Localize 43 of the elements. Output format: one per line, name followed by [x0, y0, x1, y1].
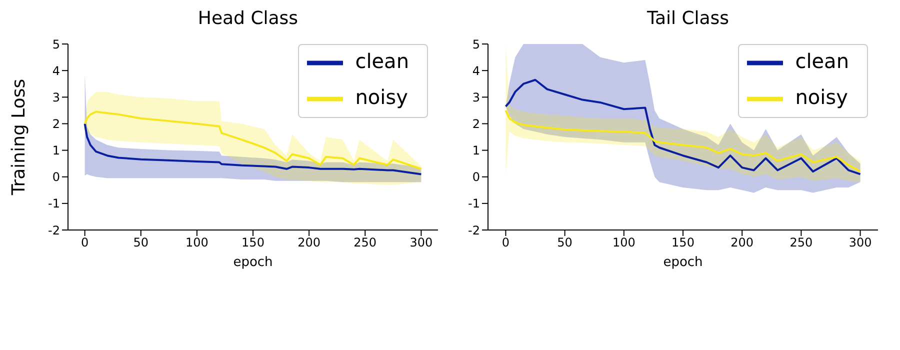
- y-tick-label: 4: [52, 64, 60, 78]
- x-tick-label: 0: [81, 236, 89, 250]
- x-tick-label: 100: [185, 236, 208, 250]
- x-axis-title: epoch: [233, 255, 273, 270]
- x-tick-label: 150: [672, 236, 694, 250]
- line-series: [504, 109, 862, 173]
- x-tick-label: 300: [848, 236, 872, 250]
- x-tick-label: 250: [354, 236, 377, 250]
- y-tick-label: 5: [472, 37, 480, 52]
- x-tick-label: 100: [612, 236, 636, 250]
- y-tick-label: 3: [472, 90, 480, 104]
- y-tick-label: 4: [472, 64, 480, 78]
- x-tick-label: 50: [557, 236, 572, 250]
- x-tick-label: 200: [730, 236, 754, 250]
- y-tick-label: -2: [48, 223, 60, 238]
- line-series: [504, 78, 862, 176]
- line-series: [84, 122, 422, 176]
- y-tick-label: -1: [48, 196, 60, 211]
- y-tick-label: 2: [472, 116, 480, 131]
- x-tick-label: 250: [790, 236, 813, 250]
- legend-label: clean: [795, 49, 849, 74]
- x-tick-label: 200: [298, 236, 321, 250]
- legend-label: clean: [355, 49, 409, 74]
- chart-title: Tail Class: [646, 8, 730, 31]
- y-tick-label: 3: [52, 90, 60, 104]
- x-tick-label: 0: [502, 236, 510, 250]
- y-tick-label: 1: [52, 144, 60, 158]
- y-tick-label: 0: [472, 170, 480, 184]
- chart-title: Head Class: [196, 8, 300, 31]
- y-tick-label: 1: [472, 144, 480, 158]
- y-tick-label: 2: [52, 116, 60, 131]
- y-axis-title: Training Loss: [8, 78, 30, 196]
- legend-label: noisy: [795, 85, 848, 110]
- x-tick-label: 300: [410, 236, 433, 250]
- y-tick-label: -1: [468, 196, 480, 211]
- x-tick-label: 150: [242, 236, 264, 250]
- line-series: [84, 110, 422, 170]
- y-tick-label: 0: [52, 170, 60, 184]
- legend-label: noisy: [355, 85, 408, 110]
- x-tick-label: 50: [133, 236, 149, 250]
- y-tick-label: 5: [52, 37, 60, 52]
- x-axis-title: epoch: [663, 255, 703, 270]
- y-tick-label: -2: [468, 223, 480, 238]
